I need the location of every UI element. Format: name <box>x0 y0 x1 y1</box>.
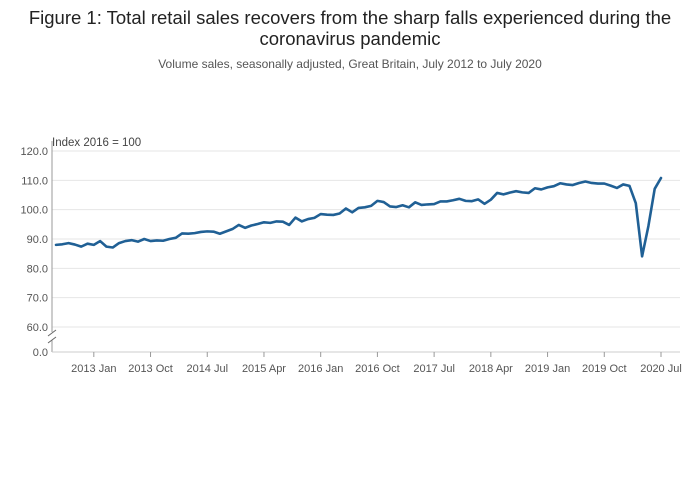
y-tick-label-zero: 0.0 <box>33 347 48 359</box>
x-tick-label: 2017 Jul <box>413 363 455 375</box>
axis-break-mark-bottom <box>47 336 57 344</box>
y-tick-label: 120.0 <box>20 146 48 158</box>
x-axis-tick-labels: 2013 Jan 2013 Oct 2014 Jul 2015 Apr 2016 Jan… <box>71 363 682 375</box>
x-tick-label: 2014 Jul <box>186 363 228 375</box>
x-tick-label: 2019 Oct <box>582 363 627 375</box>
axes <box>47 141 680 357</box>
chart-title: Figure 1: Total retail sales recovers fr… <box>28 7 672 49</box>
chart-subtitle: Volume sales, seasonally adjusted, Great… <box>158 57 542 71</box>
series-group <box>54 176 663 258</box>
gridlines <box>52 150 680 328</box>
y-axis-unit-label: Index 2016 = 100 <box>52 137 141 149</box>
x-tick-label: 2013 Jan <box>71 363 116 375</box>
x-tick-label: 2016 Oct <box>355 363 400 375</box>
y-tick-label: 100.0 <box>20 205 48 217</box>
axis-break-mark-top <box>47 329 57 337</box>
x-tick-label: 2018 Apr <box>469 363 513 375</box>
x-tick-label: 2020 Jul <box>640 363 682 375</box>
x-tick-label: 2019 Jan <box>525 363 570 375</box>
y-tick-label: 80.0 <box>27 263 48 275</box>
x-tick-label: 2015 Apr <box>242 363 286 375</box>
y-axis-tick-labels: 120.0 110.0 100.0 90.0 80.0 70.0 60.0 0.0 <box>20 146 48 359</box>
y-tick-label: 60.0 <box>27 322 48 334</box>
y-tick-label: 70.0 <box>27 293 48 305</box>
y-tick-label: 110.0 <box>21 175 48 187</box>
x-tick-label: 2016 Jan <box>298 363 343 375</box>
y-tick-label: 90.0 <box>27 234 48 246</box>
series-line <box>54 176 663 258</box>
x-tick-label: 2013 Oct <box>128 363 173 375</box>
